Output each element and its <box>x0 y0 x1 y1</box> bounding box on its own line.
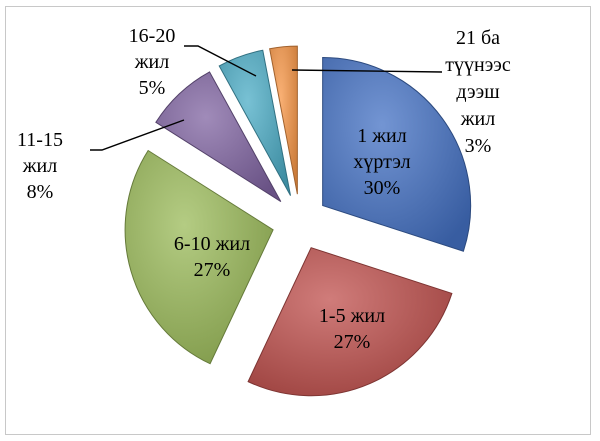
pie-slice <box>322 57 472 252</box>
slice-label: 6-10 жил 27% <box>174 233 250 281</box>
pie-slice <box>269 45 298 195</box>
pie-slice <box>124 149 274 365</box>
leader-line <box>184 45 257 77</box>
slice-label: 21 ба түүнээс дээш жил 3% <box>445 27 511 157</box>
pie-slice <box>247 247 453 397</box>
slice-label: 16-20 жил 5% <box>129 25 176 99</box>
slice-label: 1-5 жил 27% <box>319 305 385 353</box>
leader-line <box>90 119 185 151</box>
slice-label: 1 жил хүртэл 30% <box>353 125 410 199</box>
pie-slice <box>218 49 292 196</box>
pie-slice <box>155 71 282 203</box>
slice-label: 11-15 жил 8% <box>17 129 63 203</box>
leader-line <box>291 69 443 73</box>
